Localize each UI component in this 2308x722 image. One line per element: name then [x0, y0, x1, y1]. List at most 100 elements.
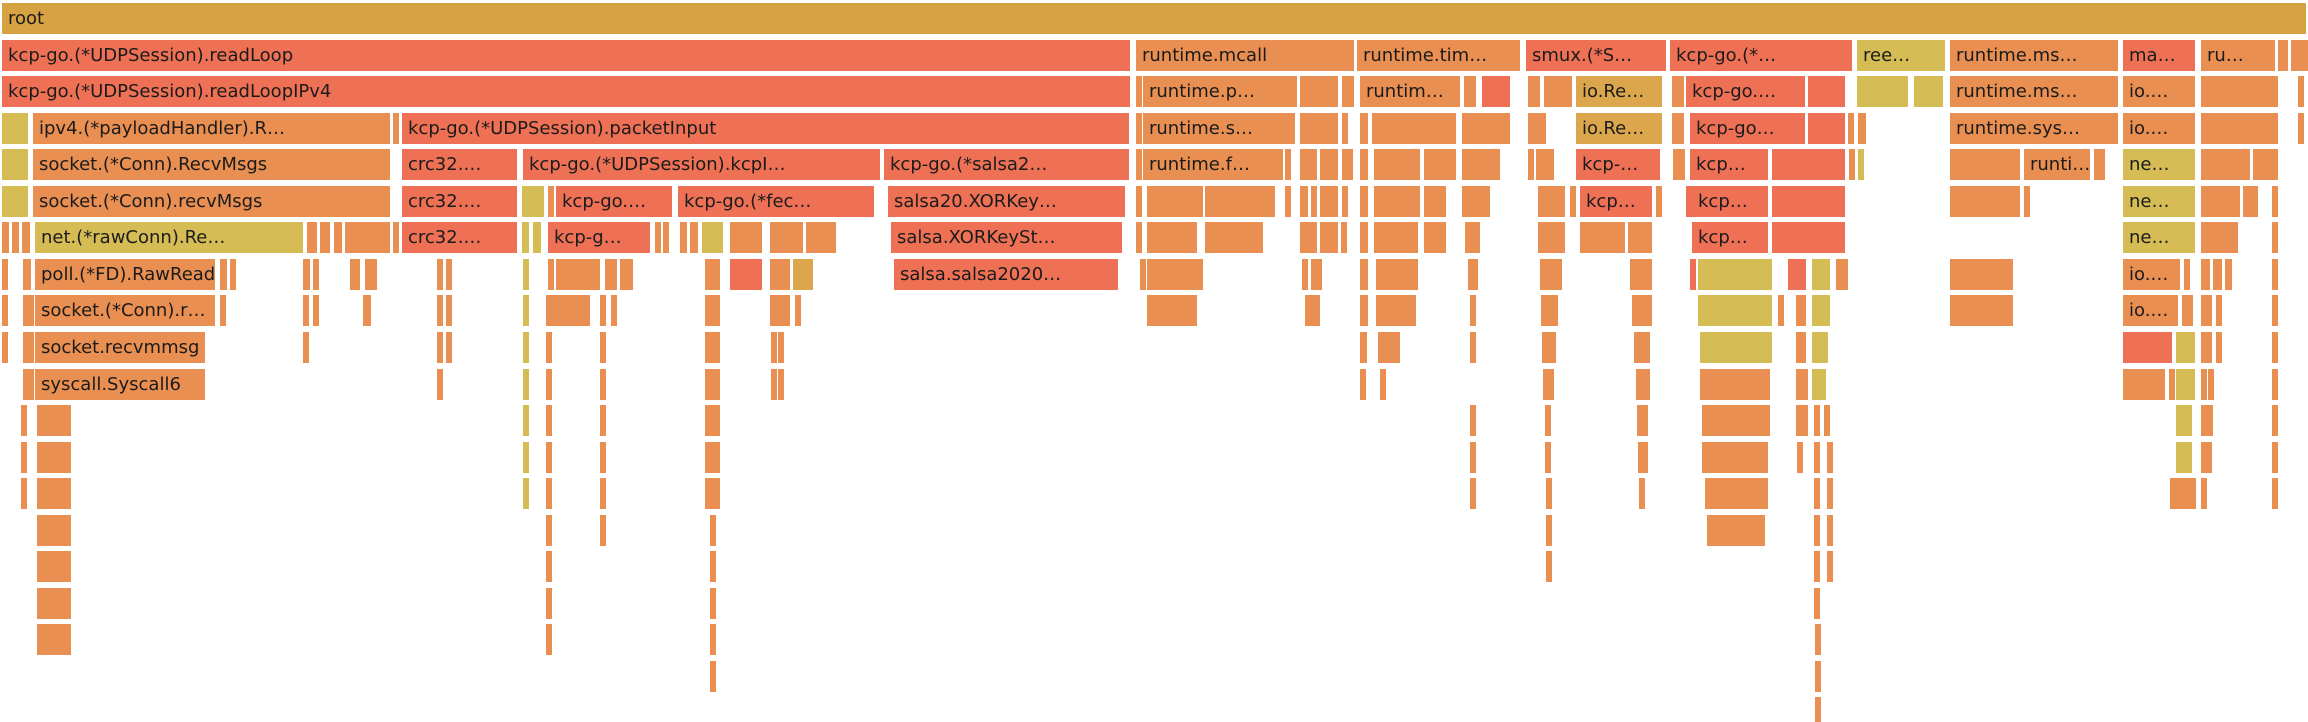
flame-frame-io[interactable]: io.… [2123, 295, 2178, 326]
flame-frame[interactable] [1842, 259, 1848, 290]
flame-frame[interactable] [1814, 515, 1820, 546]
flame-frame[interactable] [1302, 259, 1308, 290]
flame-frame[interactable] [2272, 149, 2278, 180]
flame-frame-salsa-xorkeyst[interactable]: salsa.XORKeySt… [891, 222, 1122, 253]
flame-frame[interactable] [1672, 113, 1678, 144]
flame-frame[interactable] [1534, 113, 1540, 144]
flame-frame[interactable] [1628, 222, 1652, 253]
flame-frame[interactable] [320, 222, 330, 253]
flame-frame[interactable] [1538, 222, 1565, 253]
flame-frame[interactable] [705, 442, 720, 473]
flame-frame-kcp-go-udpsession-packetinput[interactable]: kcp-go.(*UDPSession).packetInput [402, 113, 1129, 144]
flame-frame[interactable] [1542, 332, 1556, 363]
flame-frame-salsa-salsa2020[interactable]: salsa.salsa2020… [894, 259, 1118, 290]
flame-frame-io-re[interactable]: io.Re… [1576, 76, 1662, 107]
flame-frame[interactable] [778, 332, 784, 363]
flame-frame[interactable] [620, 259, 633, 290]
flame-frame[interactable] [546, 588, 552, 619]
flame-frame[interactable] [550, 295, 590, 326]
flame-frame[interactable] [1630, 259, 1652, 290]
flame-frame[interactable] [1342, 186, 1348, 217]
flame-frame[interactable] [1482, 76, 1510, 107]
flame-frame[interactable] [1136, 113, 1142, 144]
flame-frame[interactable] [2272, 222, 2278, 253]
flame-frame-runtime-sys[interactable]: runtime.sys… [1950, 113, 2118, 144]
flame-frame[interactable] [1360, 113, 1368, 144]
flame-frame[interactable] [22, 222, 30, 253]
flame-frame[interactable] [2, 259, 8, 290]
flame-frame-crc32[interactable]: crc32.… [402, 149, 517, 180]
flame-frame-kcp-go[interactable]: kcp-go… [1690, 113, 1805, 144]
flame-frame-socket-conn-recvmsgs[interactable]: socket.(*Conn).RecvMsgs [33, 149, 390, 180]
flame-frame[interactable] [1465, 222, 1480, 253]
flame-frame[interactable] [1543, 369, 1554, 400]
flame-frame[interactable] [2278, 40, 2288, 71]
flame-frame[interactable] [37, 624, 71, 655]
flame-frame[interactable] [1672, 76, 1678, 107]
flame-frame[interactable] [1827, 551, 1833, 582]
flame-frame[interactable] [1470, 332, 1476, 363]
flame-frame[interactable] [2272, 259, 2278, 290]
flame-frame[interactable] [2201, 478, 2207, 509]
flame-frame[interactable] [1528, 113, 1534, 144]
flame-frame[interactable] [2123, 332, 2172, 363]
flame-frame[interactable] [522, 186, 544, 217]
flame-frame[interactable] [1824, 405, 1830, 436]
flame-frame[interactable] [1546, 478, 1552, 509]
flame-frame[interactable] [2176, 405, 2192, 436]
flame-frame[interactable] [303, 295, 309, 326]
flame-frame[interactable] [1700, 369, 1770, 400]
flame-frame[interactable] [12, 222, 19, 253]
flame-frame[interactable] [303, 259, 310, 290]
flame-frame-runtime-p[interactable]: runtime.p… [1143, 76, 1297, 107]
flame-frame[interactable] [2170, 478, 2196, 509]
flame-frame[interactable] [1858, 113, 1866, 144]
flame-frame[interactable] [1637, 405, 1648, 436]
flame-frame[interactable] [2207, 405, 2213, 436]
flame-frame[interactable] [2272, 76, 2278, 107]
flame-frame[interactable] [1827, 478, 1833, 509]
flame-frame[interactable] [522, 222, 529, 253]
flame-frame[interactable] [2302, 40, 2308, 71]
flame-frame[interactable] [1320, 149, 1338, 180]
flame-frame-runtime-ms[interactable]: runtime.ms… [1950, 40, 2118, 71]
flame-frame[interactable] [1300, 113, 1338, 144]
flame-frame[interactable] [334, 222, 342, 253]
flame-frame[interactable] [1424, 186, 1446, 217]
flame-frame[interactable] [2, 149, 8, 180]
flame-frame-ipv4-payloadhandler-r[interactable]: ipv4.(*payloadHandler).R… [33, 113, 390, 144]
flame-frame[interactable] [730, 259, 762, 290]
flame-frame[interactable] [1140, 259, 1146, 290]
flame-frame[interactable] [2248, 186, 2254, 217]
flame-frame[interactable] [2272, 295, 2278, 326]
flame-frame[interactable] [1540, 113, 1546, 144]
flame-frame[interactable] [1360, 259, 1368, 290]
flame-frame[interactable] [1380, 369, 1386, 400]
flame-frame-net-rawconn-re[interactable]: net.(*rawConn).Re… [35, 222, 303, 253]
flame-frame[interactable] [23, 332, 29, 363]
flame-frame[interactable] [1812, 332, 1828, 363]
flame-frame[interactable] [1808, 76, 1845, 107]
flame-frame[interactable] [1797, 442, 1803, 473]
flame-frame[interactable] [307, 222, 317, 253]
flame-frame[interactable] [1580, 222, 1625, 253]
flame-frame[interactable] [350, 259, 360, 290]
flame-frame[interactable] [1836, 259, 1842, 290]
flame-frame[interactable] [533, 222, 541, 253]
flame-frame[interactable] [8, 149, 28, 180]
flame-frame[interactable] [1147, 259, 1203, 290]
flame-frame-kcp-go[interactable]: kcp-go.… [1686, 76, 1805, 107]
flame-frame[interactable] [1700, 332, 1772, 363]
flame-frame[interactable] [2, 295, 8, 326]
flame-frame[interactable] [303, 332, 309, 363]
flame-frame[interactable] [1300, 76, 1338, 107]
flame-frame[interactable] [1702, 442, 1768, 473]
flame-frame[interactable] [1136, 149, 1142, 180]
flame-frame[interactable] [1285, 149, 1291, 180]
flame-frame[interactable] [1320, 186, 1338, 217]
flame-frame[interactable] [2272, 478, 2278, 509]
flame-frame-ne[interactable]: ne… [2123, 222, 2195, 253]
flame-frame[interactable] [2272, 113, 2278, 144]
flame-frame[interactable] [600, 332, 606, 363]
flame-frame[interactable] [2298, 113, 2304, 144]
